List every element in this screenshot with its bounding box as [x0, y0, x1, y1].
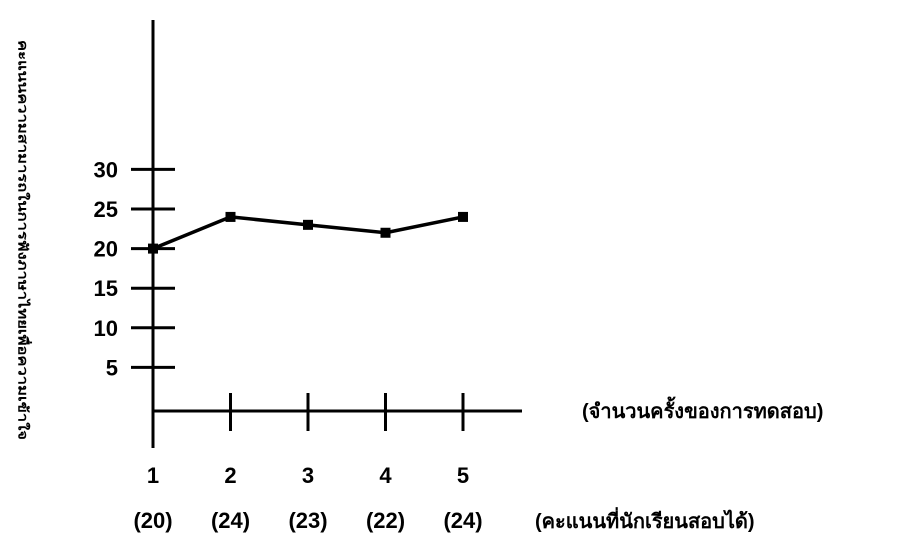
y-tick-label: 20 — [94, 237, 118, 262]
score-label: (24) — [211, 508, 250, 533]
y-tick-label: 15 — [94, 276, 118, 301]
data-point — [303, 219, 313, 230]
x-tick-label: 2 — [224, 463, 236, 488]
x-tick-label: 4 — [379, 463, 392, 488]
x-tick-label: 1 — [147, 463, 159, 488]
y-tick-label: 10 — [94, 316, 118, 341]
x-tick-label: 5 — [457, 463, 469, 488]
score-label: (20) — [133, 508, 172, 533]
y-axis-label: คะแนนความสามารถในการฟังภาษาไทยเพื่อความเ… — [16, 40, 33, 440]
data-point — [225, 211, 236, 222]
data-points — [148, 211, 468, 254]
data-point — [380, 227, 391, 238]
x-tick-label: 3 — [302, 463, 314, 488]
score-label: (23) — [288, 508, 327, 533]
score-axis-title: (คะแนนที่นักเรียนสอบได้) — [535, 506, 755, 533]
score-label: (24) — [443, 508, 482, 533]
x-axis-title: (จำนวนครั้งของการทดสอบ) — [582, 396, 823, 423]
data-point — [458, 211, 468, 222]
y-tick-label: 25 — [94, 197, 118, 222]
score-labels: (20) (24) (23) (22) (24) — [133, 508, 482, 533]
y-tick-label: 30 — [94, 157, 118, 182]
data-point — [148, 243, 158, 254]
y-axis-ticks: 5 10 15 20 25 30 — [94, 157, 175, 380]
y-tick-label: 5 — [106, 355, 118, 380]
score-label: (22) — [366, 508, 405, 533]
y-axis-title: คะแนนความสามารถในการฟังภาษาไทยเพื่อความเ… — [16, 40, 33, 440]
x-axis-ticks: 1 2 3 4 5 — [147, 393, 469, 488]
